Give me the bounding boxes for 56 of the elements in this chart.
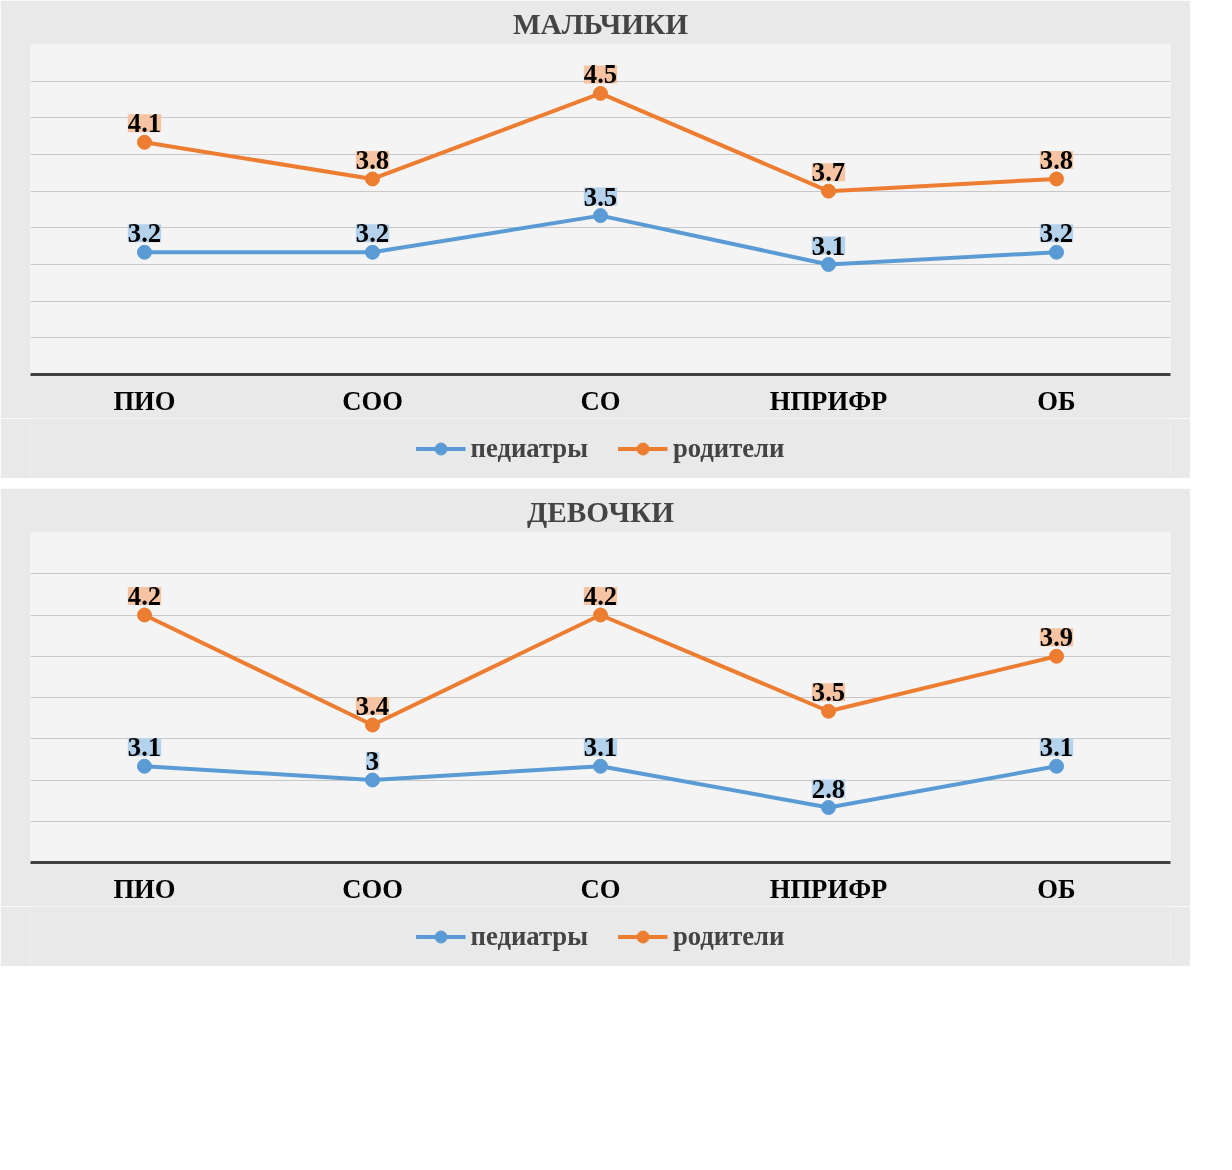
x-tick-label: СО <box>580 385 621 416</box>
point <box>821 703 836 719</box>
legend-label: педиатры <box>470 432 588 464</box>
data-label: 2.8 <box>811 773 846 804</box>
point <box>365 244 380 260</box>
point <box>593 758 608 774</box>
data-label: 3.1 <box>127 732 162 763</box>
point <box>137 758 152 774</box>
data-label: 3.4 <box>355 691 390 721</box>
x-tick-label: ПИО <box>113 873 176 904</box>
x-tick-label: ОБ <box>1037 873 1076 904</box>
data-label: 3.9 <box>1039 622 1074 653</box>
data-label: 3 <box>365 746 380 776</box>
data-label: 3.5 <box>583 181 618 212</box>
point <box>821 800 836 815</box>
point <box>593 208 608 224</box>
point <box>1049 758 1064 774</box>
point <box>821 183 836 199</box>
point <box>1049 244 1064 260</box>
data-label: 3.2 <box>1039 218 1074 249</box>
data-label: 3.1 <box>811 230 846 261</box>
point <box>821 257 836 272</box>
point <box>593 607 608 623</box>
point <box>365 717 380 733</box>
data-label: 3.7 <box>811 157 846 188</box>
point <box>137 607 152 623</box>
data-label: 4.2 <box>127 581 162 611</box>
x-tick-label: НПРИФР <box>769 873 888 904</box>
point <box>365 171 380 187</box>
point <box>365 772 380 788</box>
data-label: 3.1 <box>1039 732 1074 763</box>
x-tick-label: СО <box>580 873 621 904</box>
point <box>137 244 152 260</box>
data-label: 4.5 <box>583 59 618 90</box>
point <box>1049 171 1064 187</box>
x-tick-label: ОБ <box>1037 385 1076 416</box>
x-tick-label: СОО <box>342 385 403 416</box>
x-tick-label: ПИО <box>113 385 176 416</box>
data-label: 4.2 <box>583 581 618 611</box>
data-label: 3.8 <box>1039 144 1074 175</box>
chart-title: МАЛЬЧИКИ <box>512 7 689 40</box>
data-label: 4.1 <box>127 108 162 139</box>
point <box>1049 648 1064 664</box>
data-label: 3.2 <box>127 218 162 249</box>
x-tick-label: НПРИФР <box>769 385 888 416</box>
data-label: 3.2 <box>355 218 390 249</box>
data-label: 3.1 <box>583 732 618 763</box>
chart-title: ДЕВОЧКИ <box>527 495 675 528</box>
x-tick-label: СОО <box>342 873 403 904</box>
point <box>137 134 152 150</box>
data-label: 3.8 <box>355 144 390 175</box>
point <box>593 85 608 101</box>
legend-label: педиатры <box>470 920 588 952</box>
legend-label: родители <box>672 432 785 464</box>
data-label: 3.5 <box>811 677 846 708</box>
legend-label: родители <box>672 920 785 952</box>
